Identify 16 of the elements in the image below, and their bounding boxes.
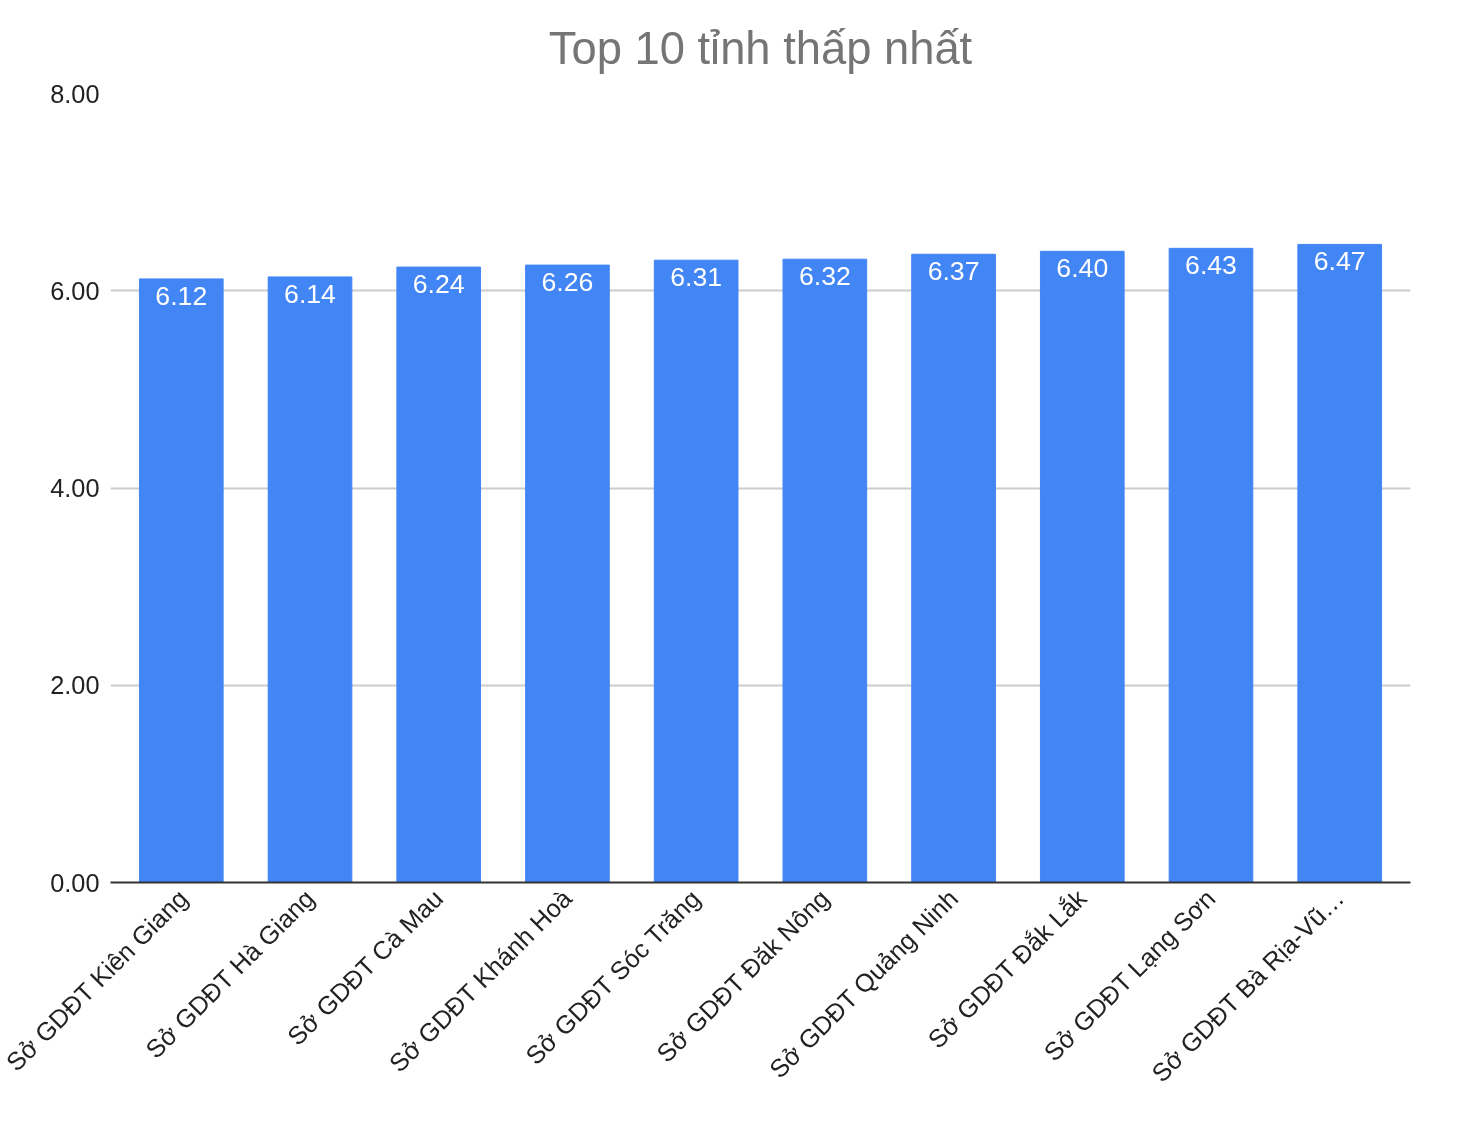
data-label: 6.40 xyxy=(1056,253,1109,284)
y-tick-label: 6.00 xyxy=(50,276,100,305)
y-tick-label: 8.00 xyxy=(50,79,100,108)
data-label: 6.12 xyxy=(155,280,208,311)
data-label: 6.14 xyxy=(284,278,337,309)
data-label: 6.26 xyxy=(541,267,594,298)
data-label: 6.37 xyxy=(927,256,980,287)
data-label: 6.32 xyxy=(798,261,851,292)
data-label: 6.24 xyxy=(412,269,465,300)
data-label: 6.43 xyxy=(1185,250,1237,281)
data-label: 6.31 xyxy=(670,262,723,293)
y-tick-label: 4.00 xyxy=(50,474,100,502)
y-tick-label: 2.00 xyxy=(50,671,100,700)
chart-title: Top 10 tỉnh thấp nhất xyxy=(548,22,973,74)
data-label: 6.47 xyxy=(1313,246,1366,277)
y-tick-label: 0.00 xyxy=(50,868,100,897)
